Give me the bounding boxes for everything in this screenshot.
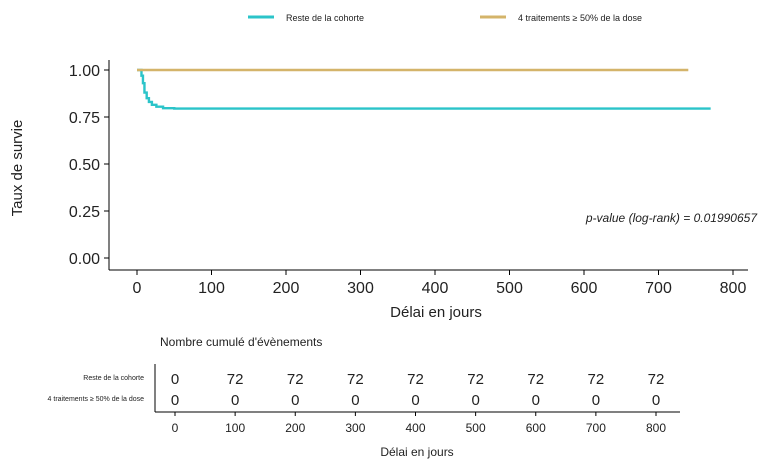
risk-table-x-tick-label: 400 [405,421,425,435]
y-tick-label: 0.25 [69,204,100,221]
x-tick-label: 400 [422,280,449,297]
risk-table-x-tick-label: 100 [225,421,245,435]
risk-table-cell: 0 [231,392,239,409]
risk-table-cell: 0 [592,392,600,409]
risk-table-x-tick-label: 500 [466,421,486,435]
x-tick-label: 500 [496,280,523,297]
x-axis-label: Délai en jours [390,304,482,321]
risk-table-row-label: 4 traitements ≥ 50% de la dose [48,396,145,403]
x-tick-label: 200 [273,280,300,297]
risk-table-x-tick-label: 0 [172,421,179,435]
legend: Reste de la cohorte 4 traitements ≥ 50% d… [248,13,642,23]
risk-table-cell: 72 [467,371,484,388]
risk-table-cell: 0 [652,392,660,409]
risk-table-cell: 72 [227,371,244,388]
risk-table-x-tick-label: 300 [345,421,365,435]
risk-table-cell: 0 [532,392,540,409]
km-curve-series-1 [137,68,711,110]
y-tick-label: 0.50 [69,157,100,174]
y-tick-label: 0.75 [69,110,100,127]
risk-table-cell: 72 [648,371,665,388]
risk-table-cell: 0 [351,392,359,409]
risk-table-cell: 72 [527,371,544,388]
x-tick-label: 600 [571,280,598,297]
risk-table-row-label: Reste de la cohorte [83,375,144,382]
risk-table-cell: 0 [171,392,179,409]
risk-table-cell: 0 [471,392,479,409]
risk-table-cell: 0 [171,371,179,388]
risk-table-x-tick-label: 800 [646,421,666,435]
risk-table-x-axis-label: Délai en jours [380,445,453,459]
x-tick-label: 100 [198,280,225,297]
km-curves [137,68,711,110]
risk-table-title: Nombre cumulé d'évènements [160,335,322,349]
km-plot: 0.00 0.25 0.50 0.75 1.00 0 100 200 300 400 500 600… [9,60,758,321]
risk-table-cell: 0 [291,392,299,409]
risk-table-cell: 72 [588,371,605,388]
x-tick-label: 0 [133,280,142,297]
y-tick-label: 1.00 [69,63,100,80]
risk-table-cell: 72 [347,371,364,388]
x-tick-label: 700 [645,280,672,297]
y-tick-label: 0.00 [69,251,100,268]
risk-table-rows: Reste de la cohorte 0 72 72 72 72 72 72 72 72 4 tr… [48,371,665,409]
risk-table-x-tick-label: 600 [526,421,546,435]
risk-table-x-ticks: 0 100 200 300 400 500 600 700 800 [172,412,666,435]
x-axis-ticks: 0 100 200 300 400 500 600 700 800 [133,270,747,297]
y-axis-ticks: 0.00 0.25 0.50 0.75 1.00 [69,63,109,268]
legend-label: Reste de la cohorte [286,13,364,23]
risk-table: Nombre cumulé d'évènements Reste de la c… [48,335,680,459]
legend-label: 4 traitements ≥ 50% de la dose [518,13,642,23]
risk-table-cell: 72 [407,371,424,388]
risk-table-x-tick-label: 200 [285,421,305,435]
x-tick-label: 300 [347,280,374,297]
p-value-annotation: p-value (log-rank) = 0.01990657 [585,211,758,225]
risk-table-x-tick-label: 700 [586,421,606,435]
risk-table-cell: 72 [287,371,304,388]
y-axis-label: Taux de survie [9,120,26,217]
risk-table-cell: 0 [411,392,419,409]
x-tick-label: 800 [720,280,747,297]
